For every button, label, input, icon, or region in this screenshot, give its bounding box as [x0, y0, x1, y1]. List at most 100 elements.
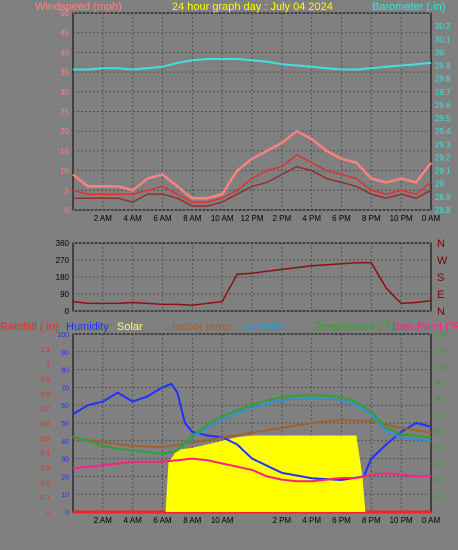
panel2-compass-label: N [437, 238, 445, 250]
panel3-rain-tick-label: 0.4 [40, 451, 50, 458]
panel3-right-tick-label: 100 [435, 364, 447, 371]
panel3-x-tick-label: 8 PM [362, 516, 381, 525]
panel1-right-axis-label: Barometer (.in) [372, 1, 445, 13]
panel1-left-tick-label: 15 [60, 147, 69, 156]
panel3-right-tick-label: 70 [435, 413, 443, 420]
panel1-right-tick-label: 28.9 [435, 193, 451, 202]
panel1-right-tick-label: 28.8 [435, 206, 451, 215]
panel1-right-tick-label: 29.6 [435, 101, 451, 110]
panel2-left-tick-label: 90 [60, 290, 69, 299]
panel3-series-line-6 [72, 457, 431, 483]
panel1-right-tick-label: 29.3 [435, 140, 451, 149]
panel3-left-tick-label: 80 [61, 368, 69, 375]
panel1-left-tick-label: 45 [60, 29, 69, 38]
panel2-left-tick-label: 180 [56, 273, 70, 282]
panel3-x-tick-label: 8 AM [183, 516, 202, 525]
panel3-right-tick-label: 90 [435, 381, 443, 388]
panel1-left-tick-label: 30 [60, 88, 69, 97]
panel1-x-tick-label: 4 PM [302, 214, 321, 223]
panel2-left-tick-label: 360 [56, 239, 70, 248]
panel3-x-tick-label: 2 PM [272, 516, 291, 525]
panel3-left-tick-label: 30 [61, 457, 69, 464]
panel3-right-tick-label: 60 [435, 429, 443, 436]
panel1-x-tick-label: 12 PM [240, 214, 263, 223]
panel2-compass-label: S [437, 272, 444, 284]
panel3-right-tick-label: 40 [435, 461, 443, 468]
panel1-x-tick-label: 0 AM [422, 214, 441, 223]
panel2-compass-label: N [437, 306, 445, 318]
panel1-series-line-0 [73, 58, 432, 71]
panel1-right-tick-label: 29.4 [435, 127, 451, 136]
panel1-series-line-2 [72, 153, 432, 203]
panel3-rain-tick-label: 0.5 [40, 436, 50, 443]
panel3-x-tick-label: 6 AM [153, 516, 172, 525]
panel3-solar-area [73, 435, 431, 512]
panel3-rain-tick-label: 0 [46, 510, 50, 517]
panel3-x-tick-label: 10 PM [390, 516, 413, 525]
panel1-left-tick-label: 50 [60, 9, 69, 18]
legend-indoor-temp: Indoor temp [172, 321, 231, 333]
legend-humidex: Humidex [242, 321, 286, 333]
panel1-x-tick-label: 6 PM [332, 214, 351, 223]
panel2-left-tick-label: 270 [56, 256, 70, 265]
panel1-right-tick-label: 29.5 [435, 114, 451, 123]
panel2-compass-label: W [437, 255, 448, 267]
legend-solar: Solar [117, 321, 143, 333]
panel1-x-tick-label: 10 PM [390, 214, 413, 223]
panel3-series-line-5 [72, 394, 432, 455]
panel3-left-tick-label: 50 [61, 421, 69, 428]
panel3-x-tick-label: 4 AM [124, 516, 143, 525]
panel3-left-tick-label: 100 [57, 332, 69, 339]
panel1-left-tick-label: 40 [60, 48, 69, 57]
panel1-right-tick-label: 29.2 [435, 153, 451, 162]
panel2-left-tick-label: 0 [65, 307, 70, 316]
panel3-x-tick-label: 2 AM [94, 516, 113, 525]
panel3-series-line-3 [72, 418, 432, 449]
legend-rainfall: Rainfall (.in) [0, 321, 59, 333]
panel3-series-line-2 [72, 382, 432, 482]
panel3-left-tick-label: 0 [65, 510, 69, 517]
panel1-series-line-3 [73, 165, 432, 207]
panel3-left-tick-label: 90 [61, 350, 69, 357]
panel3-right-tick-label: 50 [435, 445, 443, 452]
panel1-left-tick-label: 25 [60, 108, 69, 117]
panel3-left-tick-label: 60 [61, 403, 69, 410]
panel1-x-tick-label: 2 AM [94, 214, 113, 223]
legend-humidity: Humidity [66, 321, 109, 333]
panel1-right-tick-label: 29 [435, 180, 444, 189]
panel1-right-tick-label: 29.8 [435, 75, 451, 84]
chart-title: 24 hour graph day : July 04 2024 [172, 1, 333, 13]
panel1-x-tick-label: 8 PM [362, 214, 381, 223]
panel1-right-tick-label: 30.2 [435, 22, 451, 31]
panel3-rain-tick-label: 0.2 [40, 480, 50, 487]
panel1-x-tick-label: 6 AM [153, 214, 172, 223]
panel1-left-tick-label: 0 [65, 206, 70, 215]
legend-dew-point: Dew Point (°F [392, 321, 458, 333]
panel3-rain-tick-label: 0.6 [40, 421, 50, 428]
panel1-right-tick-label: 29.7 [435, 88, 451, 97]
panel3-left-tick-label: 10 [61, 492, 69, 499]
panel3-rain-tick-label: 0.1 [40, 495, 50, 502]
panel3-x-tick-label: 6 PM [332, 516, 351, 525]
panel2-compass-label: E [437, 289, 444, 301]
panel3-right-tick-label: 110 [435, 348, 446, 355]
panel3-left-tick-label: 20 [61, 474, 69, 481]
panel1-series-line-1 [72, 129, 432, 200]
panel1-left-axis-label: Windspeed (mph) [35, 1, 122, 13]
panel3-right-tick-label: 80 [435, 397, 443, 404]
panel3-rain-tick-label: 0.8 [40, 391, 50, 398]
panel3-rain-tick-label: 0.7 [40, 406, 50, 413]
panel3-left-tick-label: 70 [61, 385, 69, 392]
panel1-left-tick-label: 10 [60, 167, 69, 176]
panel3-rain-tick-label: 0.9 [40, 377, 50, 384]
panel1-x-tick-label: 2 PM [272, 214, 291, 223]
panel3-x-tick-label: 4 PM [302, 516, 321, 525]
panel1-left-tick-label: 35 [60, 68, 69, 77]
panel2-series-line-0 [72, 262, 432, 307]
panel1-right-tick-label: 30 [435, 48, 444, 57]
panel3-right-tick-label: 30 [435, 478, 443, 485]
panel3-rain-tick-label: 1.1 [40, 347, 50, 354]
panel3-rain-tick-label: 0.3 [40, 466, 50, 473]
panel3-rain-tick-label: 1 [46, 362, 50, 369]
